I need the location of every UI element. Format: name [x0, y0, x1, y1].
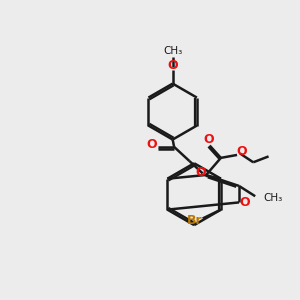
Text: O: O	[239, 196, 250, 209]
Text: O: O	[203, 133, 214, 146]
Text: O: O	[236, 145, 247, 158]
Text: CH₃: CH₃	[163, 46, 182, 56]
Text: O: O	[167, 59, 178, 72]
Text: CH₃: CH₃	[263, 193, 283, 203]
Text: O: O	[195, 166, 206, 179]
Text: O: O	[147, 138, 158, 151]
Text: Br: Br	[187, 214, 202, 227]
